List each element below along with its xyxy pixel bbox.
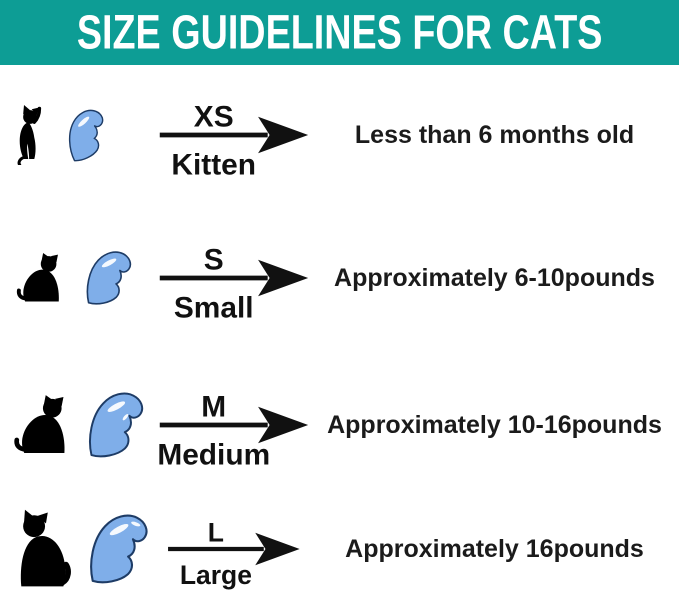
size-arrow: S Small — [159, 243, 309, 325]
icons-cell — [0, 391, 152, 459]
size-code-label: L — [208, 517, 224, 547]
size-row-xs: XS Kitten Less than 6 months old — [0, 65, 679, 205]
size-code-label: XS — [194, 100, 234, 133]
arrow-right-icon — [258, 259, 309, 297]
arrow-right-icon — [255, 532, 300, 566]
size-description: Approximately 16pounds — [345, 534, 644, 563]
size-row-s: S Small Approximately 6-10pounds — [0, 205, 679, 351]
icons-cell — [0, 105, 152, 165]
size-row-m: M Medium Approximately 10-16pounds — [0, 351, 679, 499]
claw-cap-l-icon — [89, 514, 148, 584]
arrow-right-icon — [258, 116, 309, 154]
size-row-l: L Large Approximately 16pounds — [0, 499, 679, 599]
claw-cap-xs-icon — [68, 109, 104, 162]
cat-sitting-silhouette-icon — [16, 253, 59, 302]
cat-sitting-silhouette-icon — [14, 395, 65, 453]
size-name-label: Small — [174, 292, 254, 325]
size-name-label: Kitten — [171, 149, 256, 182]
size-description: Less than 6 months old — [354, 120, 635, 149]
size-name-label: Medium — [157, 439, 270, 472]
header-banner: SIZE GUIDELINES FOR CATS — [0, 0, 679, 65]
arrow-cell: XS Kitten — [152, 82, 314, 188]
kitten-standing-silhouette-icon — [17, 105, 42, 165]
size-code-label: S — [204, 243, 224, 276]
arrow-cell: L Large — [152, 502, 314, 596]
arrow-right-icon — [258, 406, 309, 444]
icons-cell — [0, 250, 152, 306]
size-arrow: XS Kitten — [159, 100, 309, 182]
cat-sitting-silhouette-large-icon — [20, 509, 71, 587]
size-description: Approximately 6-10pounds — [334, 263, 655, 292]
page-title: SIZE GUIDELINES FOR CATS — [76, 5, 603, 59]
size-arrow: L Large — [168, 517, 300, 590]
size-name-label: Large — [180, 560, 252, 590]
arrow-cell: S Small — [152, 225, 314, 331]
arrow-cell: M Medium — [152, 372, 314, 478]
size-arrow: M Medium — [157, 390, 309, 472]
size-code-label: M — [201, 390, 226, 423]
claw-cap-s-icon — [86, 251, 132, 305]
icons-cell — [0, 507, 152, 591]
claw-cap-m-icon — [89, 392, 144, 458]
size-description: Approximately 10-16pounds — [327, 410, 662, 439]
